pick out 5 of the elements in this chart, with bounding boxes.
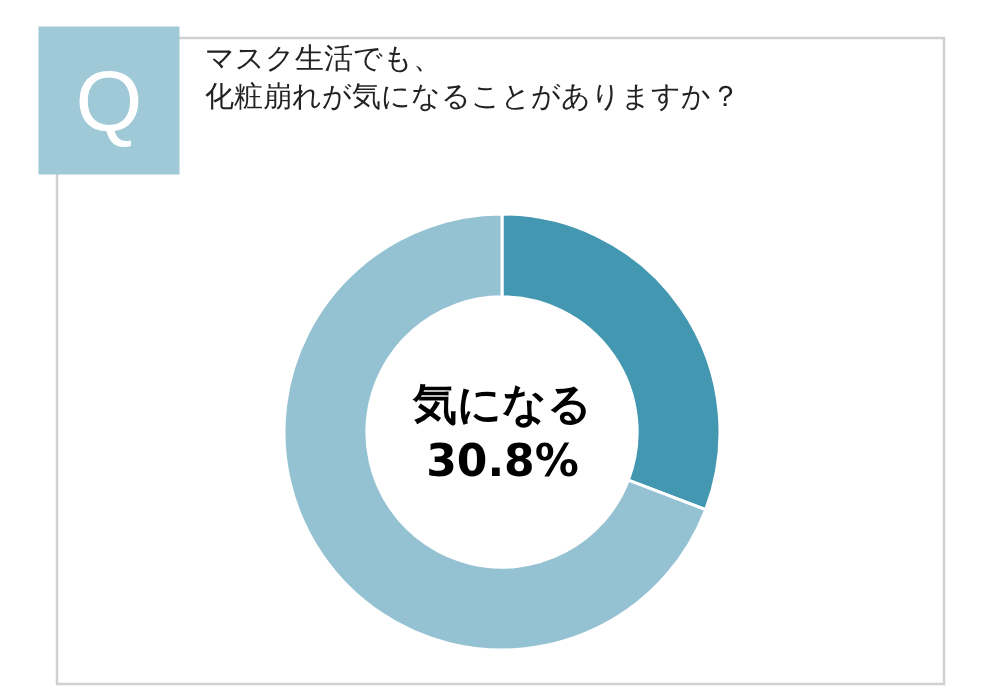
chart-title: マスク生活でも、 [205,41,442,75]
text: Q [75,52,143,149]
slice-label: 気になる [412,378,592,429]
chart-subtitle: 化粧崩れが気になることがありますか？ [205,78,740,113]
data-label: 30.8% [426,435,579,487]
